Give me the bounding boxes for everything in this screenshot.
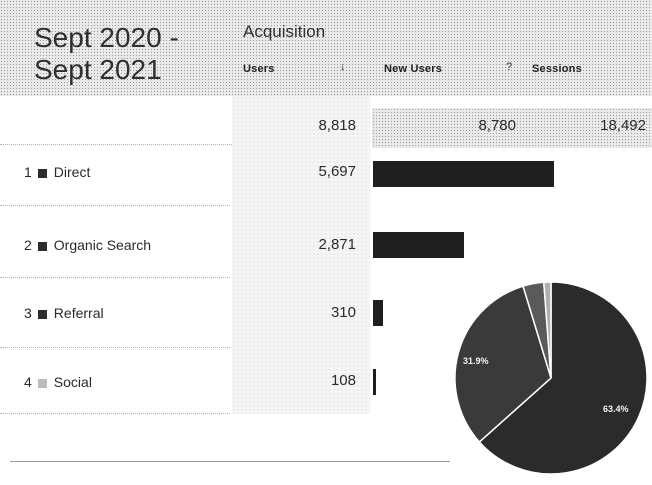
users-bar-direct bbox=[373, 161, 554, 187]
series-swatch bbox=[37, 309, 47, 319]
date-range-line1: Sept 2020 - bbox=[34, 22, 179, 53]
users-value: 5,697 bbox=[318, 163, 356, 180]
pie-label-direct: 63.4% bbox=[603, 404, 629, 414]
row-divider bbox=[0, 205, 230, 206]
total-users: 8,818 bbox=[318, 117, 356, 134]
row-rank: 1 bbox=[24, 164, 32, 180]
date-range-line2: Sept 2021 bbox=[34, 54, 162, 85]
pie-label-organic-search: 31.9% bbox=[463, 356, 489, 366]
column-header-sessions[interactable]: Sessions bbox=[532, 63, 582, 75]
row-divider bbox=[0, 144, 232, 145]
section-title: Acquisition bbox=[243, 22, 326, 41]
help-icon[interactable]: ? bbox=[506, 61, 513, 73]
users-bar-social bbox=[373, 369, 376, 395]
column-header-new-users[interactable]: New Users bbox=[384, 63, 443, 75]
channel-row-referral[interactable]: 3 Referral bbox=[24, 305, 104, 321]
channel-label: Social bbox=[53, 374, 92, 390]
channel-label: Referral bbox=[53, 305, 104, 321]
users-column-background bbox=[232, 96, 370, 414]
row-rank: 4 bbox=[24, 374, 32, 390]
channel-row-organic-search[interactable]: 2 Organic Search bbox=[24, 237, 151, 253]
row-divider bbox=[0, 347, 230, 348]
users-bar-organic-search bbox=[373, 232, 464, 258]
sort-descending-icon[interactable]: ↓ bbox=[340, 61, 346, 73]
column-header-users[interactable]: Users bbox=[243, 63, 275, 75]
total-new-users: 8,780 bbox=[478, 117, 516, 134]
users-bar-referral bbox=[373, 300, 383, 326]
pie-slice-direct bbox=[478, 281, 648, 475]
users-value: 108 bbox=[330, 372, 356, 389]
users-value: 310 bbox=[330, 304, 356, 321]
row-rank: 3 bbox=[24, 305, 32, 321]
row-rank: 2 bbox=[24, 237, 32, 253]
row-divider bbox=[0, 277, 230, 278]
pie-slice-social bbox=[542, 281, 552, 379]
channel-row-direct[interactable]: 1 Direct bbox=[24, 164, 90, 180]
pie-slice-organic-search bbox=[454, 285, 552, 443]
row-divider bbox=[0, 413, 230, 414]
report-header bbox=[0, 0, 652, 96]
totals-row-background bbox=[372, 108, 652, 148]
table-bottom-rule bbox=[10, 461, 450, 462]
channel-label: Direct bbox=[53, 164, 91, 180]
users-value: 2,871 bbox=[318, 236, 356, 253]
series-swatch bbox=[37, 168, 47, 178]
channel-label: Organic Search bbox=[53, 237, 152, 253]
date-range-title: Sept 2020 - Sept 2021 bbox=[34, 22, 179, 86]
series-swatch bbox=[37, 241, 47, 251]
channel-share-pie-chart: 31.9% 63.4% bbox=[454, 281, 648, 475]
channel-row-social[interactable]: 4 Social bbox=[24, 374, 92, 390]
series-swatch bbox=[37, 378, 47, 388]
total-sessions: 18,492 bbox=[600, 117, 646, 134]
